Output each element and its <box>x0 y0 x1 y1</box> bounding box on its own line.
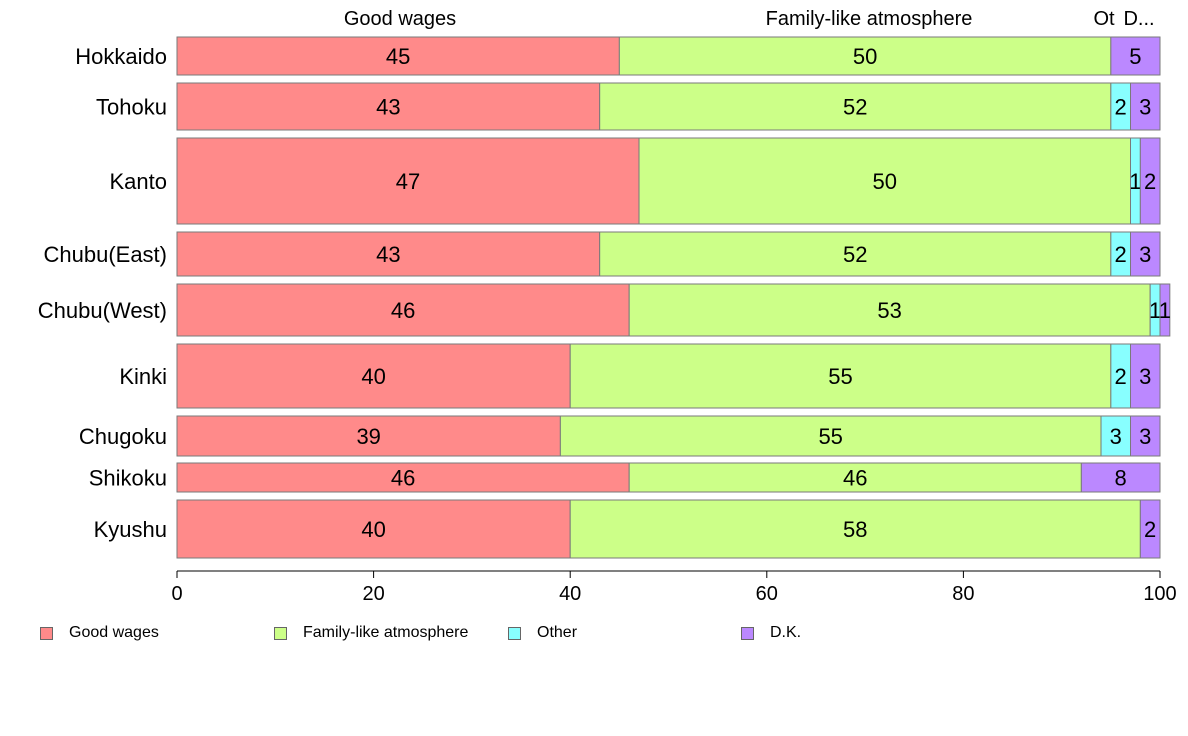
data-label: 39 <box>356 424 380 449</box>
x-tick-label: 100 <box>1143 583 1176 605</box>
legend-swatch <box>40 626 53 640</box>
bar-segment <box>1130 343 1161 409</box>
bar-segment <box>628 283 1151 337</box>
column-label: Ot <box>1093 8 1115 30</box>
x-tick-label: 20 <box>362 583 384 605</box>
data-label: 3 <box>1110 424 1122 449</box>
bar-segment <box>1159 283 1171 337</box>
bar-segment <box>176 36 620 76</box>
data-label: 3 <box>1139 424 1151 449</box>
data-label: 1 <box>1159 298 1171 323</box>
bar-segment <box>1130 82 1161 131</box>
data-label: 53 <box>877 298 901 323</box>
bar-segment <box>569 343 1112 409</box>
category-label: Chubu(West) <box>38 298 167 323</box>
category-label: Chugoku <box>79 424 167 449</box>
bar-segment <box>176 231 601 277</box>
data-label: 1 <box>1129 169 1141 194</box>
legend-swatch <box>274 626 287 640</box>
x-tick-label: 40 <box>559 583 581 605</box>
data-label: 8 <box>1115 466 1127 491</box>
bar-segment <box>176 82 601 131</box>
column-label: D... <box>1123 8 1154 30</box>
legend-label: Good wages <box>69 624 159 641</box>
category-label: Shikoku <box>89 466 167 491</box>
data-label: 2 <box>1144 169 1156 194</box>
column-label: Family-like atmosphere <box>766 8 973 30</box>
bar-segment <box>1139 137 1161 225</box>
category-label: Tohoku <box>96 95 167 120</box>
data-label: 58 <box>843 517 867 542</box>
bar-segment <box>569 499 1141 559</box>
data-label: 2 <box>1115 364 1127 389</box>
data-label: 3 <box>1139 242 1151 267</box>
bar-segment <box>638 137 1132 225</box>
data-label: 46 <box>391 298 415 323</box>
data-label: 45 <box>386 44 410 69</box>
bar-segment <box>599 82 1112 131</box>
x-tick-label: 0 <box>171 583 182 605</box>
legend-swatch <box>508 626 521 640</box>
bar-segment <box>1130 415 1161 457</box>
column-label: Good wages <box>344 8 456 30</box>
legend: Good wages Family-like atmosphere Other … <box>0 624 1188 646</box>
bar-segment <box>618 36 1112 76</box>
legend-item-dk: D.K. <box>741 624 801 642</box>
data-label: 52 <box>843 242 867 267</box>
data-label: 55 <box>828 364 852 389</box>
legend-item-good-wages: Good wages <box>40 624 159 642</box>
data-label: 3 <box>1139 95 1151 120</box>
data-label: 43 <box>376 95 400 120</box>
bar-segment <box>176 415 561 457</box>
bar-segment <box>599 231 1112 277</box>
data-label: 52 <box>843 95 867 120</box>
bar-segment <box>628 462 1082 493</box>
data-label: 50 <box>873 169 897 194</box>
data-label: 46 <box>391 466 415 491</box>
category-label: Kyushu <box>94 517 167 542</box>
category-label: Kanto <box>110 169 168 194</box>
x-tick-label: 60 <box>756 583 778 605</box>
bar-segment <box>1080 462 1161 493</box>
data-label: 1 <box>1149 298 1161 323</box>
data-label: 2 <box>1144 517 1156 542</box>
bar-segment <box>559 415 1102 457</box>
data-label: 47 <box>396 169 420 194</box>
legend-swatch <box>741 626 754 640</box>
data-label: 40 <box>361 364 385 389</box>
data-label: 2 <box>1115 95 1127 120</box>
data-label: 2 <box>1115 242 1127 267</box>
bar-segment <box>1130 231 1161 277</box>
legend-item-family-like-atmosphere: Family-like atmosphere <box>274 624 468 642</box>
legend-item-other: Other <box>508 624 577 642</box>
data-label: 50 <box>853 44 877 69</box>
bar-segment <box>176 137 640 225</box>
x-tick-label: 80 <box>952 583 974 605</box>
category-label: Kinki <box>119 364 167 389</box>
data-label: 55 <box>818 424 842 449</box>
data-label: 5 <box>1129 44 1141 69</box>
category-label: Hokkaido <box>75 44 167 69</box>
category-label: Chubu(East) <box>43 242 167 267</box>
data-label: 40 <box>361 517 385 542</box>
bar-segment <box>1139 499 1161 559</box>
bar-segment <box>176 462 630 493</box>
data-label: 3 <box>1139 364 1151 389</box>
legend-label: Other <box>537 624 578 641</box>
bar-segment <box>1110 36 1161 76</box>
bar-segment <box>176 499 571 559</box>
data-label: 46 <box>843 466 867 491</box>
legend-label: Family-like atmosphere <box>303 624 469 641</box>
data-label: 43 <box>376 242 400 267</box>
legend-label: D.K. <box>770 624 802 641</box>
